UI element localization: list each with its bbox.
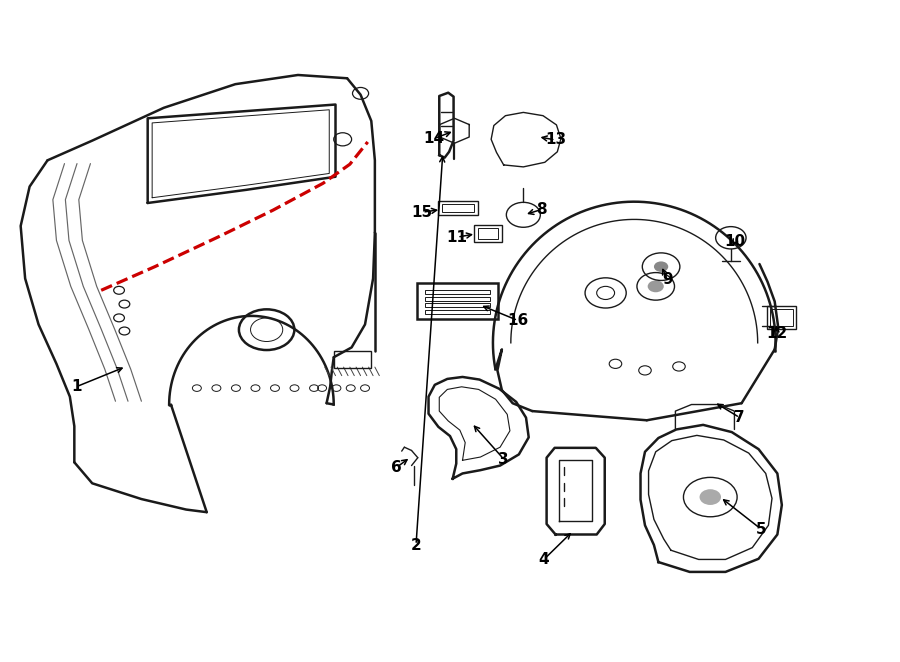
Text: 16: 16 <box>508 313 528 328</box>
Text: 9: 9 <box>662 272 672 287</box>
Bar <box>425 310 490 314</box>
Text: 10: 10 <box>724 234 745 249</box>
Bar <box>767 306 796 329</box>
Bar <box>770 308 793 326</box>
Bar <box>442 204 474 213</box>
Bar <box>425 291 490 294</box>
Text: 13: 13 <box>545 132 566 148</box>
Circle shape <box>699 489 721 505</box>
Text: 8: 8 <box>536 202 546 217</box>
Text: 6: 6 <box>391 460 401 475</box>
Bar <box>334 352 372 369</box>
Circle shape <box>648 281 664 292</box>
Bar <box>438 201 478 214</box>
Text: 14: 14 <box>423 131 445 146</box>
Text: 5: 5 <box>756 522 767 537</box>
Bar <box>478 228 499 239</box>
Bar <box>474 225 502 242</box>
Text: 12: 12 <box>766 326 788 341</box>
Text: 4: 4 <box>538 552 549 567</box>
Bar <box>425 297 490 301</box>
Text: 7: 7 <box>734 410 745 425</box>
Text: 11: 11 <box>446 230 468 245</box>
Bar <box>417 283 499 318</box>
Text: 3: 3 <box>499 451 509 467</box>
Bar <box>425 303 490 307</box>
Text: 1: 1 <box>71 379 81 395</box>
Text: 15: 15 <box>411 205 433 220</box>
Text: 2: 2 <box>410 538 421 553</box>
Circle shape <box>654 261 668 272</box>
